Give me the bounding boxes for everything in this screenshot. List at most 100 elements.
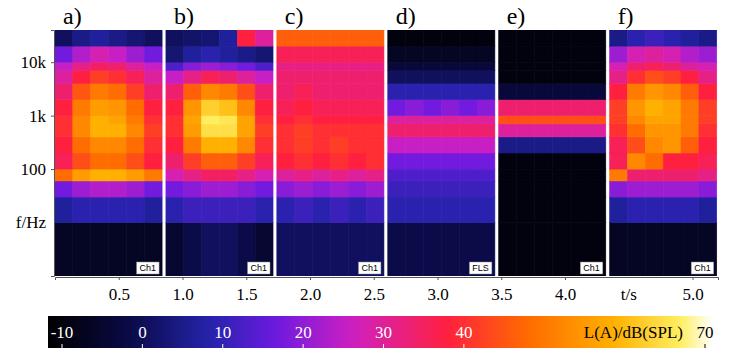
cell [534, 46, 552, 62]
panel [499, 30, 606, 276]
cell [552, 223, 570, 276]
panel-label: e) [507, 3, 526, 29]
axis-title: t/s [621, 285, 637, 304]
cell [459, 70, 477, 83]
cell [534, 197, 552, 223]
cell [366, 83, 384, 99]
cell [423, 137, 441, 153]
cell [610, 169, 628, 181]
cell [219, 181, 237, 197]
cell [313, 62, 331, 70]
cell [144, 62, 162, 70]
cell [388, 100, 406, 116]
cell [219, 116, 237, 124]
cell [295, 124, 313, 137]
cell [126, 169, 144, 181]
cell [184, 223, 202, 276]
colorbar-tick-label: 20 [295, 323, 312, 342]
cell [477, 100, 495, 116]
cell [534, 137, 552, 153]
channel-label: FLS [472, 263, 489, 273]
cell [406, 153, 424, 169]
cell [109, 124, 127, 137]
colorbar-tick [62, 344, 63, 348]
cell [627, 153, 645, 169]
cell [348, 70, 366, 83]
tick-mark [51, 62, 54, 63]
cell [55, 197, 73, 223]
axis-line [51, 31, 55, 277]
cell [277, 137, 295, 153]
cell [388, 137, 406, 153]
tick-label: 4.0 [555, 285, 576, 304]
cell [663, 124, 681, 137]
cell [681, 100, 699, 116]
tick-mark [183, 277, 184, 280]
cell [144, 100, 162, 116]
panel [55, 30, 162, 276]
cell [610, 137, 628, 153]
cell [330, 46, 348, 62]
cell [406, 30, 424, 46]
cell [588, 83, 606, 99]
cell [406, 169, 424, 181]
cell [109, 153, 127, 169]
cell [499, 153, 517, 169]
cell [441, 153, 459, 169]
cell [663, 153, 681, 169]
cell [570, 197, 588, 223]
cell [91, 153, 109, 169]
colorbar-tick-label: 0 [138, 323, 147, 342]
cell [517, 169, 535, 181]
cell [517, 30, 535, 46]
tick: 1.0 [172, 277, 193, 304]
colorbar-tick [303, 344, 304, 348]
cell [499, 169, 517, 181]
cell [699, 46, 717, 62]
cell [202, 181, 220, 197]
cell [295, 181, 313, 197]
cell [166, 197, 184, 223]
cell [237, 124, 255, 137]
cell [588, 62, 606, 70]
cell [277, 169, 295, 181]
cell [627, 223, 645, 276]
tick-label: 10k [21, 53, 47, 72]
cell [627, 116, 645, 124]
cell [219, 30, 237, 46]
cell [610, 30, 628, 46]
cell [126, 137, 144, 153]
colorbar-tick [383, 344, 384, 348]
cell [610, 197, 628, 223]
cell [330, 30, 348, 46]
cell [499, 223, 517, 276]
cell [237, 181, 255, 197]
cell [406, 137, 424, 153]
cell [388, 223, 406, 276]
cell [255, 169, 273, 181]
cell [459, 116, 477, 124]
cell [534, 62, 552, 70]
cell [441, 70, 459, 83]
cell [219, 197, 237, 223]
cell [91, 124, 109, 137]
cell [166, 153, 184, 169]
cell [166, 137, 184, 153]
cell [277, 62, 295, 70]
cell [330, 62, 348, 70]
cell [406, 62, 424, 70]
cell [423, 124, 441, 137]
cell [699, 70, 717, 83]
cell [645, 223, 663, 276]
cell [313, 70, 331, 83]
cell [499, 46, 517, 62]
cell [255, 100, 273, 116]
cell [552, 124, 570, 137]
cell [459, 46, 477, 62]
cell [219, 46, 237, 62]
cell [219, 124, 237, 137]
panel [166, 30, 273, 276]
cell [570, 70, 588, 83]
cell [313, 116, 331, 124]
cell [126, 116, 144, 124]
